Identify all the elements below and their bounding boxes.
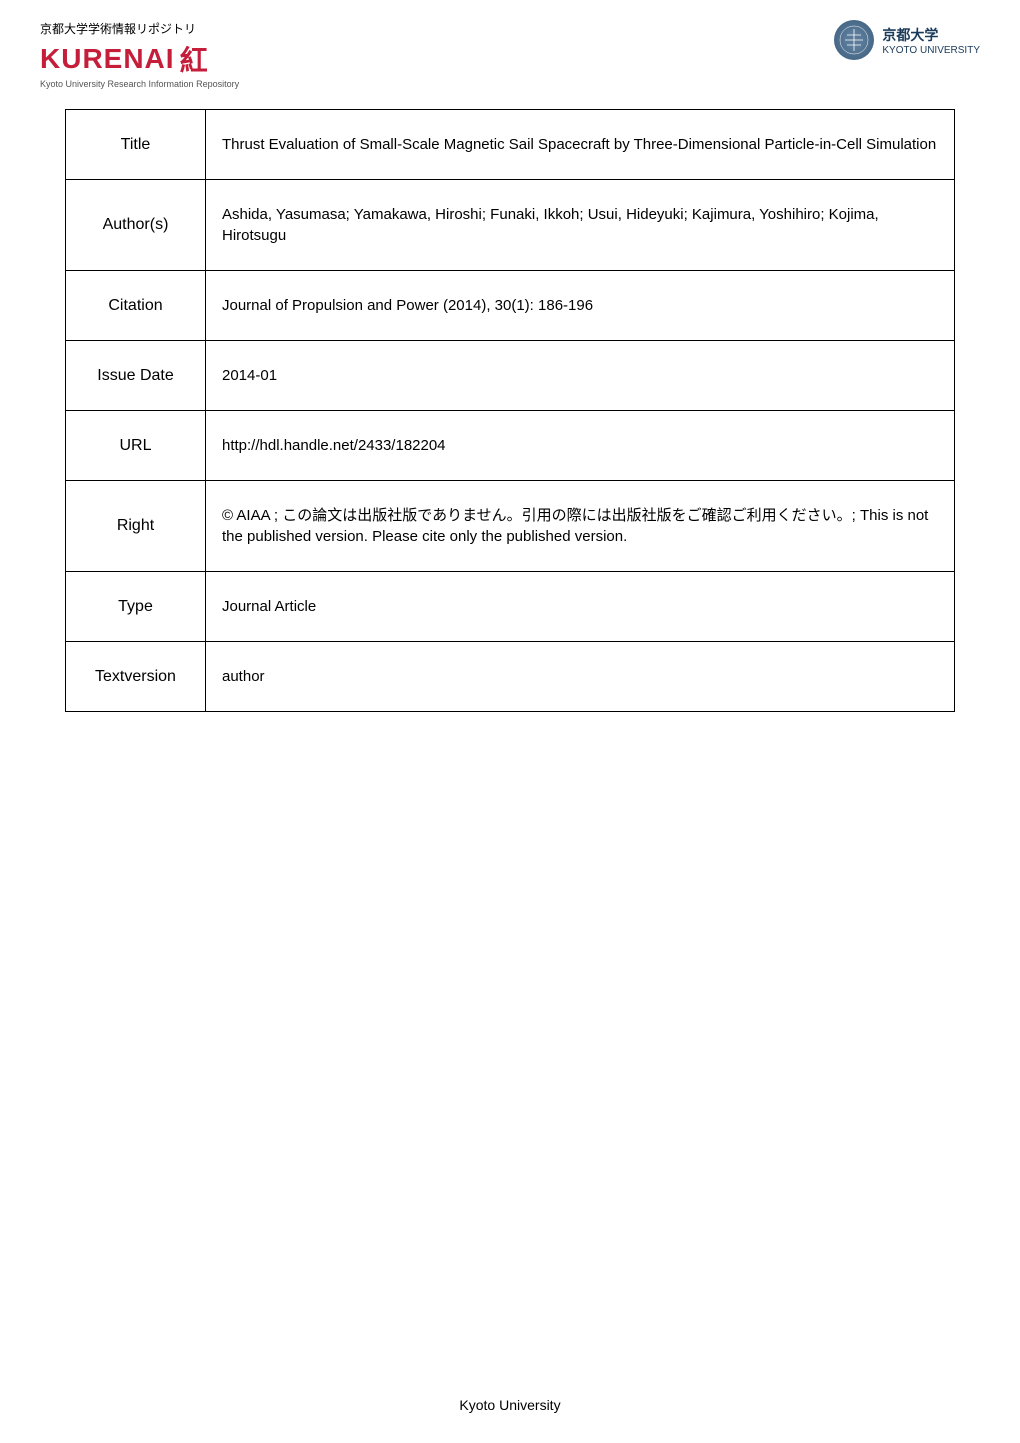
field-value: Thrust Evaluation of Small-Scale Magneti… — [206, 110, 955, 180]
field-label: Citation — [66, 271, 206, 341]
metadata-table-body: Title Thrust Evaluation of Small-Scale M… — [66, 110, 955, 712]
kurenai-logo: KURENAI 紅 — [40, 39, 239, 79]
field-label: Issue Date — [66, 341, 206, 411]
page-header: 京都大学学術情報リポジトリ KURENAI 紅 Kyoto University… — [0, 0, 1020, 99]
kyoto-name-jp: 京都大学 — [882, 25, 980, 45]
field-label: URL — [66, 411, 206, 481]
kyoto-emblem-icon — [834, 20, 874, 60]
kyoto-text-block: 京都大学 KYOTO UNIVERSITY — [882, 25, 980, 56]
kyoto-university-logo-block: 京都大学 KYOTO UNIVERSITY — [834, 20, 980, 60]
repo-name-en: Kyoto University Research Information Re… — [40, 79, 239, 89]
metadata-table: Title Thrust Evaluation of Small-Scale M… — [65, 109, 955, 712]
field-label: Textversion — [66, 642, 206, 712]
field-value: Ashida, Yasumasa; Yamakawa, Hiroshi; Fun… — [206, 180, 955, 271]
table-row: Issue Date 2014-01 — [66, 341, 955, 411]
field-value: © AIAA ; この論文は出版社版でありません。引用の際には出版社版をご確認ご… — [206, 481, 955, 572]
page-footer: Kyoto University — [0, 1397, 1020, 1413]
repo-name-jp: 京都大学学術情報リポジトリ — [40, 20, 239, 37]
table-row: URL http://hdl.handle.net/2433/182204 — [66, 411, 955, 481]
table-row: Right © AIAA ; この論文は出版社版でありません。引用の際には出版社… — [66, 481, 955, 572]
kyoto-name-en: KYOTO UNIVERSITY — [882, 45, 980, 56]
field-value: http://hdl.handle.net/2433/182204 — [206, 411, 955, 481]
kurenai-logo-block: 京都大学学術情報リポジトリ KURENAI 紅 Kyoto University… — [40, 20, 239, 89]
field-label: Type — [66, 572, 206, 642]
kurenai-text: KURENAI — [40, 43, 175, 75]
field-value: 2014-01 — [206, 341, 955, 411]
table-row: Textversion author — [66, 642, 955, 712]
field-value: Journal Article — [206, 572, 955, 642]
table-row: Title Thrust Evaluation of Small-Scale M… — [66, 110, 955, 180]
field-label: Right — [66, 481, 206, 572]
kurenai-kanji-icon: 紅 — [180, 39, 208, 79]
table-row: Citation Journal of Propulsion and Power… — [66, 271, 955, 341]
field-label: Title — [66, 110, 206, 180]
table-row: Author(s) Ashida, Yasumasa; Yamakawa, Hi… — [66, 180, 955, 271]
field-value: Journal of Propulsion and Power (2014), … — [206, 271, 955, 341]
field-label: Author(s) — [66, 180, 206, 271]
table-row: Type Journal Article — [66, 572, 955, 642]
field-value: author — [206, 642, 955, 712]
